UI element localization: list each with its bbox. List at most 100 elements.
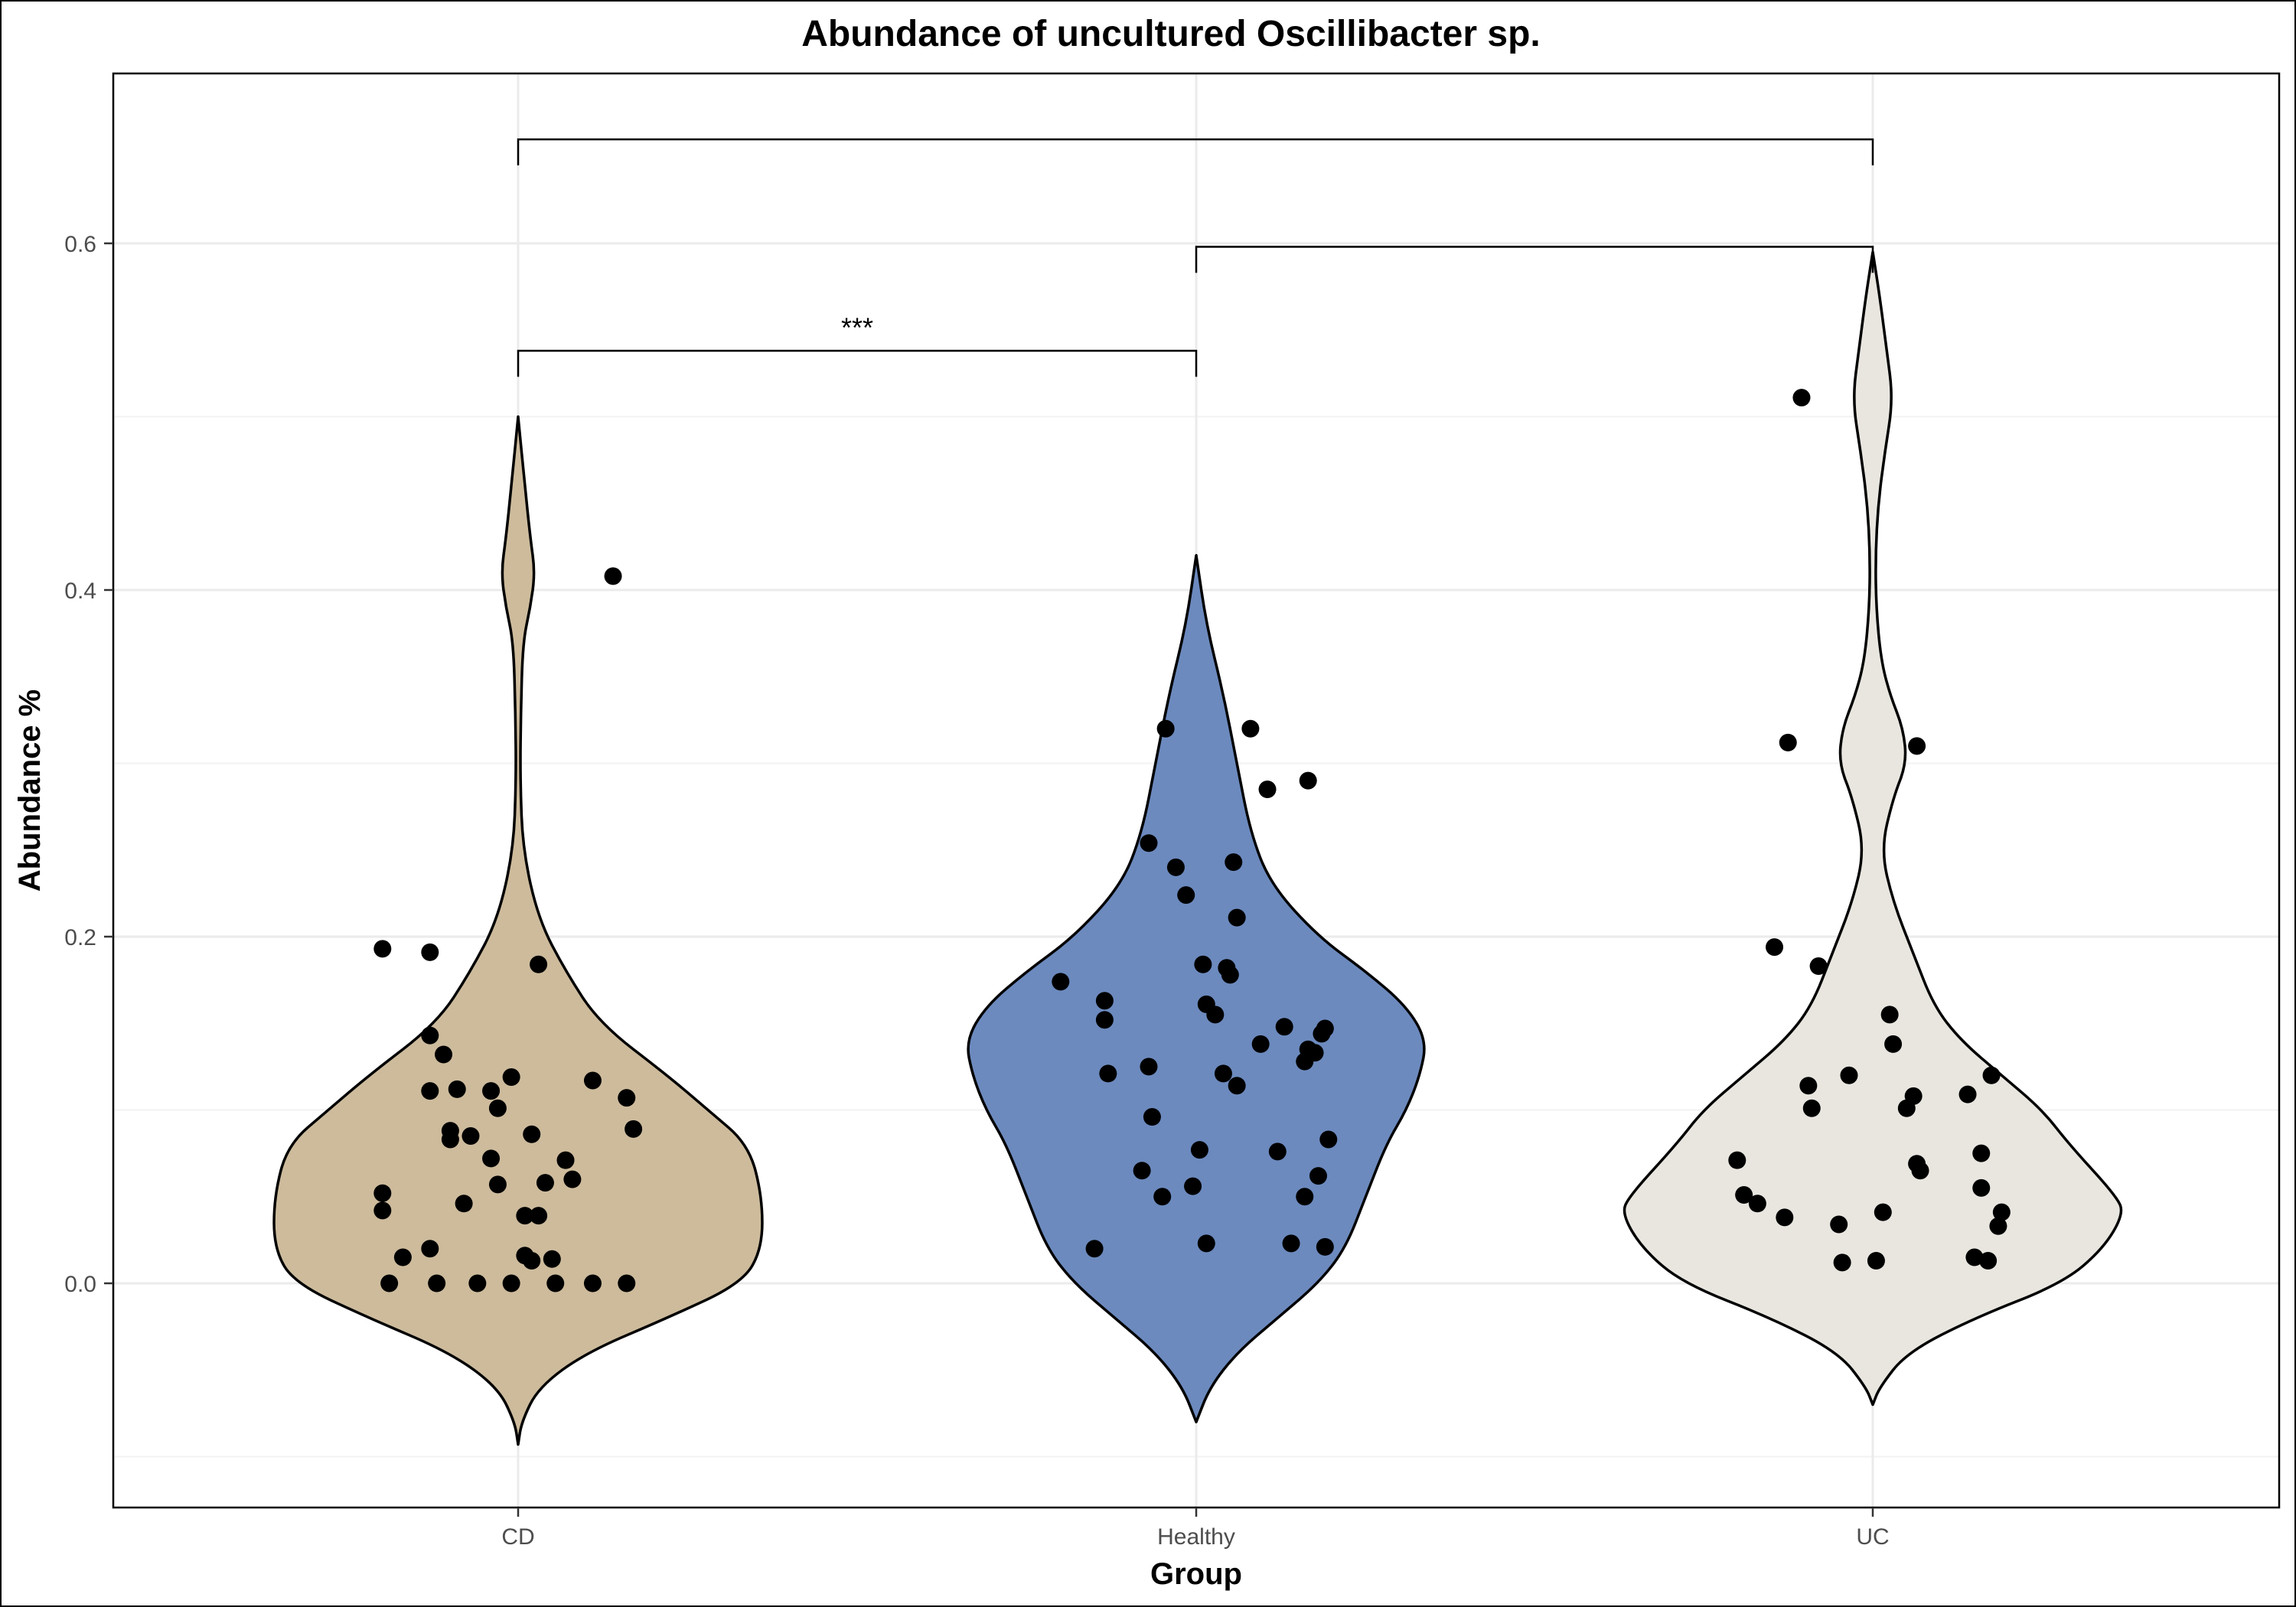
significance-brackets: ***	[517, 138, 1874, 377]
data-point	[618, 1274, 636, 1292]
data-point	[373, 940, 392, 958]
data-point	[393, 1248, 412, 1266]
data-point	[556, 1151, 575, 1169]
data-point	[1779, 733, 1797, 751]
data-point	[618, 1089, 636, 1107]
data-point	[1840, 1066, 1858, 1084]
y-tick-label: 0.2	[64, 925, 96, 950]
data-point	[1052, 973, 1070, 991]
y-axis-ticks: 0.0 0.2 0.4 0.6	[64, 232, 113, 1297]
data-point	[482, 1082, 501, 1100]
x-axis-title: Group	[1150, 1557, 1242, 1591]
data-point	[1184, 1177, 1202, 1195]
data-point	[1099, 1064, 1117, 1083]
data-point	[1884, 1035, 1903, 1053]
data-point	[1197, 1234, 1215, 1253]
data-point	[516, 1207, 534, 1225]
x-tick-label: Healthy	[1157, 1524, 1235, 1550]
data-point	[1735, 1185, 1753, 1204]
data-point	[1275, 1018, 1293, 1036]
violin-healthy	[967, 553, 1426, 1423]
data-point	[583, 1071, 602, 1090]
data-point	[502, 1274, 520, 1292]
data-point	[1225, 853, 1243, 872]
data-point	[1194, 955, 1212, 973]
data-point	[1316, 1237, 1334, 1256]
data-point	[448, 1080, 466, 1098]
data-point	[502, 1068, 520, 1086]
data-point	[1833, 1253, 1851, 1272]
data-point	[1085, 1240, 1104, 1258]
data-point	[1313, 1025, 1331, 1043]
data-point	[421, 1026, 439, 1045]
data-point	[461, 1126, 480, 1145]
data-point	[1748, 1195, 1766, 1213]
data-point	[1228, 908, 1246, 927]
data-point	[543, 1250, 561, 1268]
data-point	[1190, 1141, 1208, 1159]
significance-label: ***	[841, 311, 873, 343]
data-point	[1258, 780, 1277, 798]
data-point	[1792, 389, 1811, 407]
data-point	[482, 1149, 501, 1168]
y-tick-label: 0.4	[64, 579, 96, 604]
bracket-cd-uc	[517, 138, 1874, 166]
data-point	[468, 1274, 487, 1292]
data-point	[1874, 1203, 1892, 1221]
data-point	[1143, 1108, 1161, 1126]
y-axis-title: Abundance %	[13, 689, 47, 892]
data-point	[1799, 1077, 1818, 1095]
data-point	[523, 1125, 541, 1143]
data-point	[1830, 1215, 1848, 1234]
data-point	[1095, 992, 1114, 1010]
data-point	[530, 1207, 548, 1225]
x-tick-label: CD	[501, 1524, 534, 1550]
bracket-cd-healthy	[517, 350, 1198, 377]
data-point	[421, 943, 439, 961]
data-point	[1766, 938, 1784, 957]
data-point	[563, 1170, 582, 1188]
data-point	[604, 567, 622, 585]
data-point	[1867, 1252, 1885, 1270]
data-point	[488, 1099, 507, 1117]
data-point	[1156, 719, 1175, 738]
data-point	[625, 1120, 643, 1138]
data-point	[1802, 1099, 1821, 1117]
data-point	[1776, 1208, 1794, 1227]
data-point	[1958, 1085, 1977, 1103]
data-point	[1268, 1143, 1287, 1161]
data-point	[583, 1274, 602, 1292]
data-point	[1095, 1011, 1114, 1029]
x-tick-label: UC	[1856, 1524, 1889, 1550]
data-point	[1728, 1151, 1746, 1169]
data-point	[1228, 1077, 1246, 1095]
data-point	[441, 1130, 459, 1149]
data-point	[1809, 957, 1828, 976]
data-point	[455, 1195, 473, 1213]
data-points	[373, 389, 2011, 1292]
y-tick-label: 0.0	[64, 1272, 96, 1297]
data-point	[1904, 1087, 1923, 1105]
data-point	[523, 1252, 541, 1270]
data-point	[1299, 771, 1317, 790]
data-point	[1979, 1252, 1998, 1270]
data-point	[1319, 1130, 1338, 1149]
data-point	[1133, 1162, 1151, 1180]
violin-cd	[272, 415, 764, 1446]
data-point	[1982, 1066, 2001, 1084]
data-point	[1282, 1234, 1300, 1253]
data-point	[1221, 966, 1239, 984]
data-point	[536, 1174, 554, 1192]
data-point	[435, 1045, 453, 1064]
data-point	[1140, 1058, 1158, 1076]
data-point	[1880, 1006, 1899, 1024]
data-point	[421, 1240, 439, 1258]
data-point	[373, 1184, 392, 1202]
data-point	[1965, 1248, 1984, 1266]
data-point	[1153, 1188, 1172, 1206]
data-point	[421, 1082, 439, 1100]
data-point	[1296, 1052, 1314, 1071]
data-point	[1309, 1167, 1327, 1185]
data-point	[428, 1274, 446, 1292]
